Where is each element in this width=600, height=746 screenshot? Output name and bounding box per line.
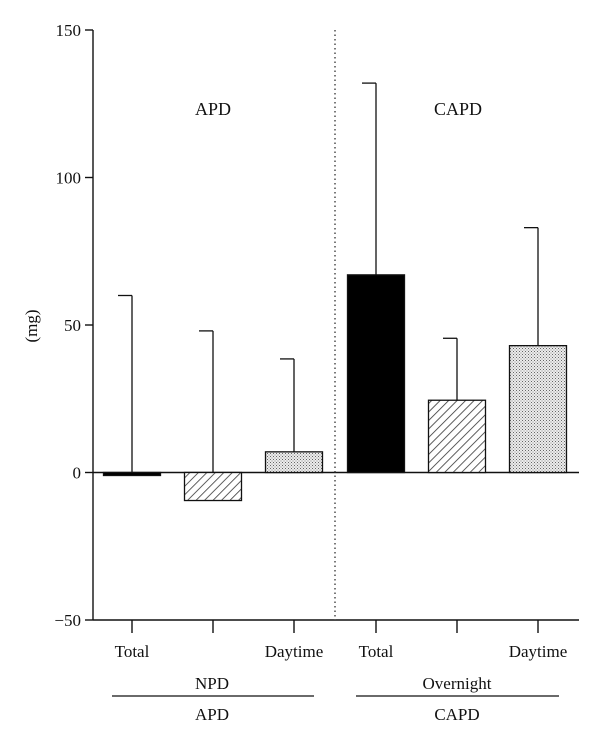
x-tick-label-6: Daytime <box>509 642 568 661</box>
bar-capd-1 <box>346 274 406 474</box>
y-tick-label: −50 <box>54 611 81 630</box>
bar-capd-2 <box>427 399 487 474</box>
bar-apd-2 <box>183 471 243 502</box>
bars <box>102 82 568 502</box>
bar-apd-1 <box>102 471 162 477</box>
x-tick-label-4: Total <box>359 642 394 661</box>
group-sub-label-npd: NPD <box>195 674 229 693</box>
y-tick-label: 0 <box>73 464 82 483</box>
bar-capd-3 <box>508 344 568 474</box>
x-tick-label-3: Daytime <box>265 642 324 661</box>
group-main-label-capd: CAPD <box>434 705 479 724</box>
panel-label-apd: APD <box>195 99 231 119</box>
y-axis-label: (mg) <box>22 309 41 342</box>
panel-label-capd: CAPD <box>434 99 482 119</box>
axes <box>85 29 579 633</box>
group-main-label-apd: APD <box>195 705 229 724</box>
group-sub-label-overnight: Overnight <box>423 674 492 693</box>
labels: −50 0 50 100 150 <box>54 21 81 630</box>
y-tick-label: 50 <box>64 316 81 335</box>
y-tick-label: 100 <box>56 169 82 188</box>
bar-apd-3 <box>264 451 324 474</box>
x-tick-label-1: Total <box>115 642 150 661</box>
y-tick-label: 150 <box>56 21 82 40</box>
